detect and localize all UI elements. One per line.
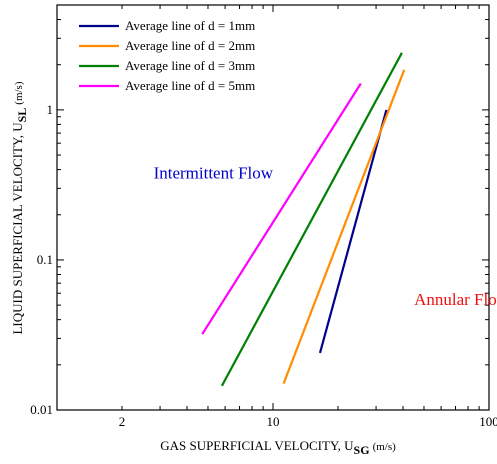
x-tick-label: 10	[267, 414, 280, 429]
y-tick-label: 0.1	[37, 252, 53, 267]
x-axis-ticks: 2 10 100	[56, 5, 497, 429]
y-axis-title: LIQUID SUPERFICIAL VELOCITY, USL (m/s)	[10, 81, 29, 334]
region-label-2: Annular Flow	[414, 290, 497, 309]
x-tick-label: 2	[119, 414, 126, 429]
region-label-1: Intermittent Flow	[154, 163, 274, 182]
y-tick-label: 0.01	[30, 402, 53, 417]
series-line-3	[220, 52, 403, 387]
x-axis-title: GAS SUPERFICIAL VELOCITY, USG (m/s)	[160, 438, 396, 457]
series-line-1	[318, 109, 388, 354]
legend-label-1: Average line of d = 1mm	[125, 18, 255, 33]
x-axis-title-unit: (m/s)	[373, 441, 397, 453]
legend-label-4: Average line of d = 5mm	[125, 78, 255, 93]
y-axis-title-subscript: SL	[15, 108, 29, 123]
y-axis-ticks: 0.01 0.1 1	[30, 4, 489, 417]
region-annotations: Intermittent Flow Annular Flow	[154, 163, 497, 309]
series-lines	[201, 52, 406, 387]
y-axis-title-main: LIQUID SUPERFICIAL VELOCITY, U	[10, 122, 25, 335]
chart-legend: Average line of d = 1mm Average line of d…	[79, 18, 255, 93]
series-line-2	[282, 69, 406, 384]
series-line-4	[201, 82, 362, 335]
x-axis-title-subscript: SG	[354, 443, 370, 457]
y-axis-title-unit: (m/s)	[13, 81, 25, 105]
legend-label-3: Average line of d = 3mm	[125, 58, 255, 73]
x-axis-title-main: GAS SUPERFICIAL VELOCITY, U	[160, 438, 354, 453]
x-tick-label: 100	[479, 414, 497, 429]
legend-label-2: Average line of d = 2mm	[125, 38, 255, 53]
y-tick-label: 1	[47, 102, 54, 117]
